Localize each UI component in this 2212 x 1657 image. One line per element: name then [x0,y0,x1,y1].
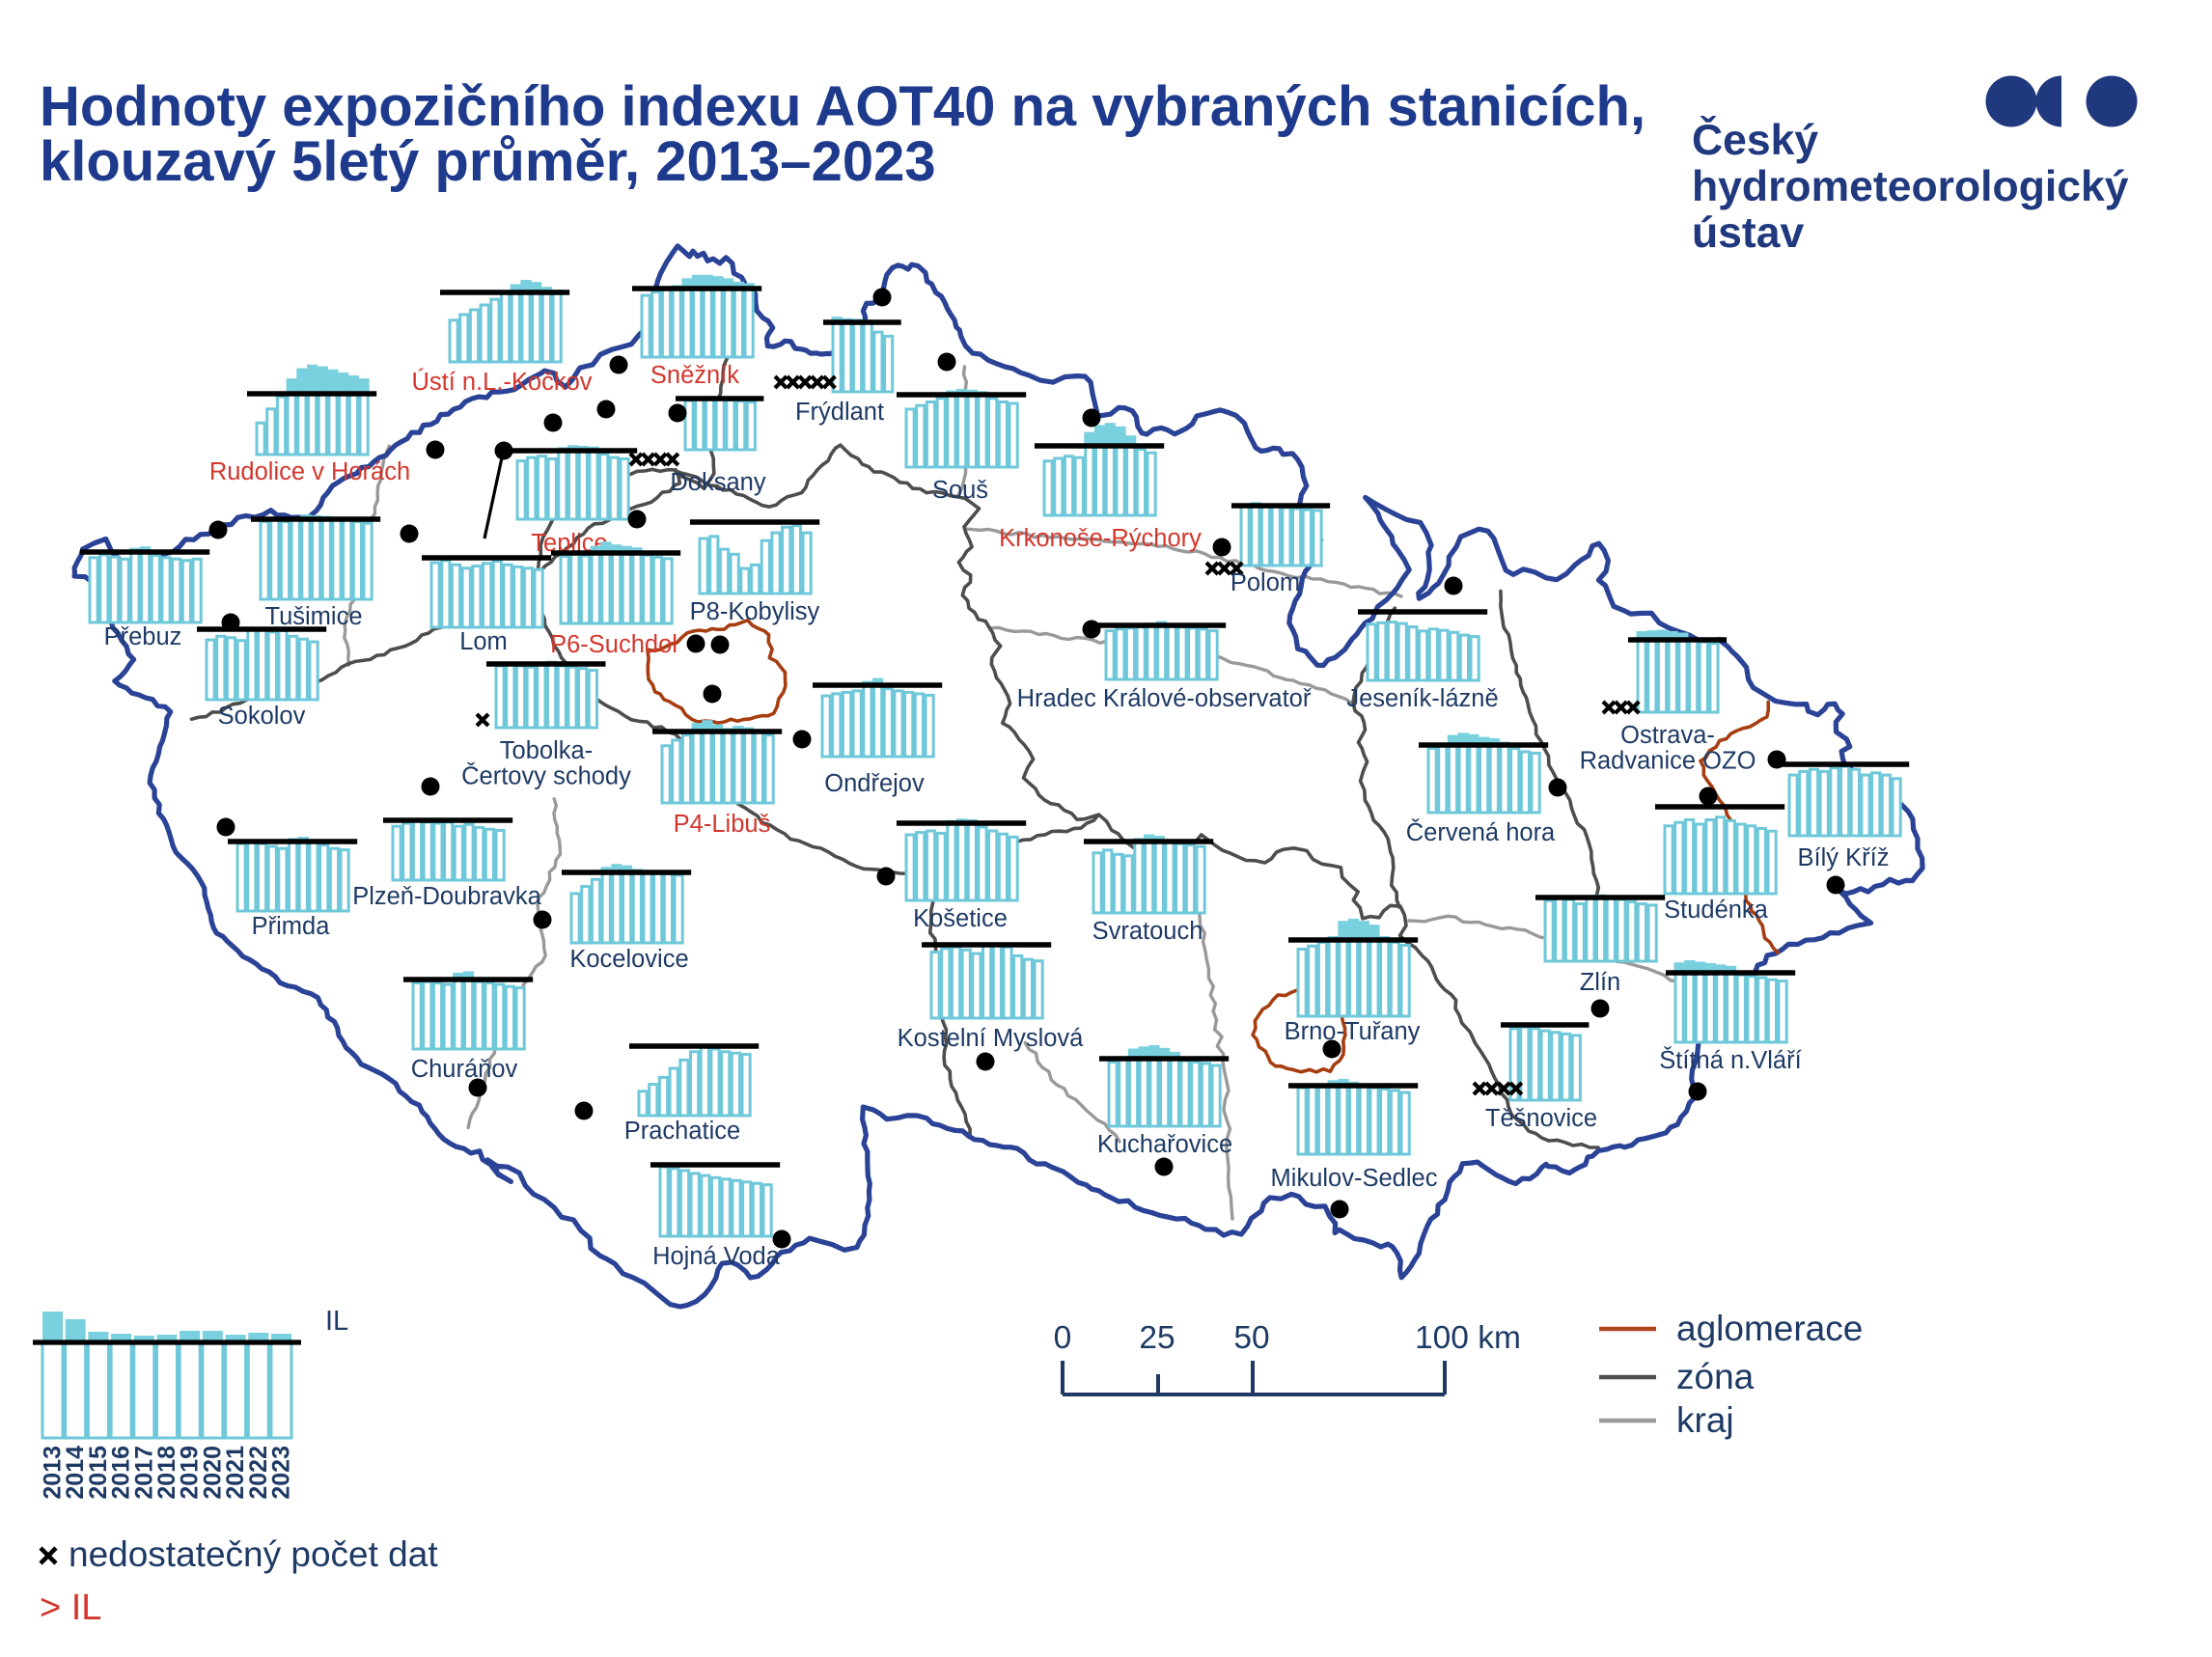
svg-text:0: 0 [1054,1320,1072,1356]
svg-text:Ondřejov: Ondřejov [824,770,925,797]
svg-text:2020: 2020 [199,1446,226,1500]
svg-text:Přimda: Přimda [252,913,331,940]
svg-text:Lom: Lom [459,628,508,655]
svg-text:Brno-Tuřany: Brno-Tuřany [1285,1018,1421,1045]
svg-text:P4-Libuš: P4-Libuš [674,811,771,838]
svg-text:kraj: kraj [1676,1400,1734,1440]
svg-text:2018: 2018 [153,1446,180,1500]
svg-text:Radvanice OZO: Radvanice OZO [1580,747,1756,774]
svg-text:Polom: Polom [1230,569,1300,596]
svg-text:Frýdlant: Frýdlant [795,399,884,426]
svg-text:Plzeň-Doubravka: Plzeň-Doubravka [352,883,541,910]
svg-text:Hojná Voda: Hojná Voda [652,1243,781,1270]
svg-text:25: 25 [1139,1320,1175,1356]
svg-text:zóna: zóna [1676,1357,1755,1396]
svg-text:> IL: > IL [40,1588,101,1628]
svg-text:Mikulov-Sedlec: Mikulov-Sedlec [1271,1165,1438,1192]
svg-text:Doksany: Doksany [670,469,765,496]
svg-text:2019: 2019 [177,1446,204,1500]
svg-text:Sněžník: Sněžník [650,362,739,389]
svg-text:100 km: 100 km [1415,1320,1521,1356]
svg-text:Čertovy schody: Čertovy schody [461,761,631,789]
svg-text:Prachatice: Prachatice [624,1118,740,1145]
svg-text:Těšnovice: Těšnovice [1485,1105,1597,1132]
svg-text:Krkonoše-Rýchory: Krkonoše-Rýchory [999,525,1202,552]
svg-text:Hodnoty expozičního indexu AOT: Hodnoty expozičního indexu AOT40 na vybr… [40,75,1645,138]
svg-text:Kocelovice: Kocelovice [569,946,688,973]
svg-text:P8-Kobylisy: P8-Kobylisy [690,598,820,625]
svg-text:Studénka: Studénka [1664,897,1769,924]
svg-text:Hradec Králové-observatoř: Hradec Králové-observatoř [1017,685,1312,712]
svg-text:Kuchařovice: Kuchařovice [1097,1131,1232,1158]
svg-text:50: 50 [1233,1320,1269,1356]
svg-text:Zlín: Zlín [1580,969,1621,996]
svg-text:Sokolov: Sokolov [218,703,306,730]
svg-text:Rudolice v Horách: Rudolice v Horách [209,458,410,485]
svg-text:hydrometeorologický: hydrometeorologický [1692,163,2129,210]
svg-text:Štítná n.Vláří: Štítná n.Vláří [1659,1046,1801,1074]
svg-text:Churáňov: Churáňov [411,1056,518,1083]
svg-text:Jeseník-lázně: Jeseník-lázně [1346,685,1498,712]
svg-text:Bílý Kříž: Bílý Kříž [1798,844,1890,871]
svg-text:2015: 2015 [85,1446,112,1500]
svg-text:Český: Český [1692,115,1818,164]
svg-text:IL: IL [325,1306,348,1337]
svg-text:Kostelní Myslová: Kostelní Myslová [898,1025,1085,1052]
svg-text:Tobolka-: Tobolka- [500,737,593,764]
svg-text:klouzavý 5letý průměr, 2013–20: klouzavý 5letý průměr, 2013–2023 [40,130,936,193]
svg-text:aglomerace: aglomerace [1676,1309,1863,1348]
svg-text:Svratouch: Svratouch [1092,918,1203,945]
svg-text:Ústí n.L.-Kočkov: Ústí n.L.-Kočkov [411,368,592,396]
svg-text:2013: 2013 [40,1446,67,1500]
svg-text:2022: 2022 [245,1446,272,1500]
svg-text:2014: 2014 [62,1446,89,1500]
svg-text:Červená hora: Červená hora [1406,818,1556,846]
svg-text:2023: 2023 [268,1446,295,1500]
svg-text:2021: 2021 [222,1446,249,1500]
svg-text:Tušimice: Tušimice [264,603,362,630]
svg-text:2017: 2017 [130,1446,157,1500]
svg-text:nedostatečný počet dat: nedostatečný počet dat [69,1534,438,1574]
svg-text:ústav: ústav [1692,209,1804,257]
svg-text:P6-Suchdol: P6-Suchdol [550,631,677,658]
svg-text:Košetice: Košetice [913,905,1008,932]
svg-text:Přebuz: Přebuz [104,623,182,650]
svg-text:2016: 2016 [108,1446,135,1500]
svg-text:Souš: Souš [932,477,988,504]
svg-text:Ostrava-: Ostrava- [1620,722,1715,749]
